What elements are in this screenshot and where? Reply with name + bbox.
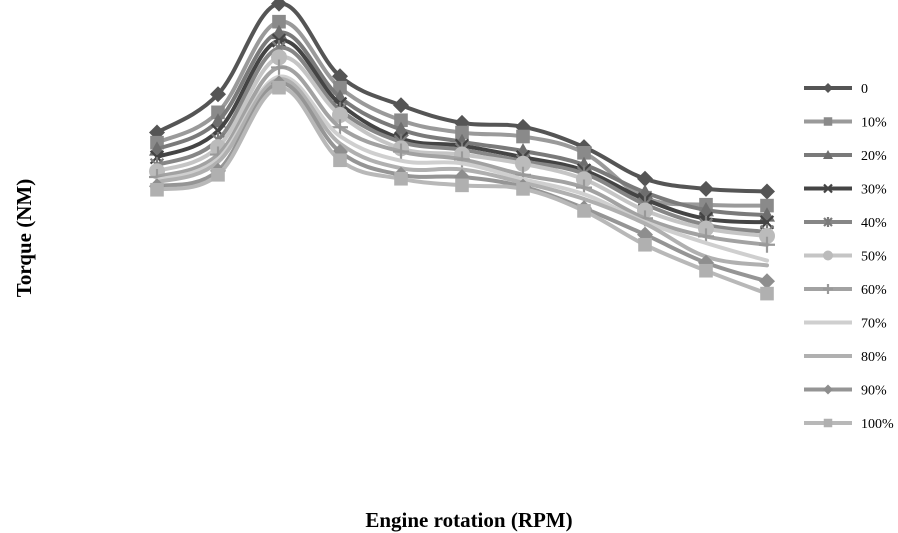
legend-label: 30% [861,183,887,198]
legend-entry: 100% [804,417,894,432]
data-point [455,178,469,193]
data-point [516,182,530,196]
x-axis-title: Engine rotation (RPM) [365,508,572,532]
data-point [516,129,530,144]
series-11 [150,80,774,301]
data-point [272,80,286,95]
data-point [271,49,287,66]
data-point [577,146,591,160]
data-point [577,204,591,218]
plot-area [149,0,775,301]
series-9 [155,77,769,268]
legend-entry: 40% [804,216,887,231]
data-point [211,168,225,182]
legend: 0 10% 20% 30% 40% 50% 60% 70% 80% 90% 100% [804,82,894,432]
data-point [394,113,408,128]
legend-label: 40% [861,216,887,231]
legend-label: 0 [861,82,868,97]
data-point [332,68,348,85]
data-point [759,227,775,244]
data-point [637,170,653,187]
legend-marker [823,217,833,227]
legend-label: 20% [861,149,887,164]
series-line [155,45,769,234]
series-line [155,77,769,268]
y-axis-title: Torque (NM) [12,179,36,297]
legend-marker [823,183,833,194]
legend-entry: 10% [804,116,887,131]
data-point [515,155,531,172]
data-point [393,143,409,160]
legend-entry: 20% [804,149,887,164]
legend-marker [823,384,833,395]
data-point [454,114,470,131]
legend-label: 80% [861,350,887,365]
data-point [150,182,164,197]
legend-marker [823,250,833,261]
data-point [759,183,775,200]
legend-marker [823,83,833,93]
legend-entry: 90% [804,384,887,399]
legend-label: 10% [861,116,887,131]
legend-label: 70% [861,317,887,332]
data-point [394,171,408,186]
data-point [638,237,652,252]
legend-marker [823,418,833,428]
data-point [759,236,775,253]
data-point [271,59,287,76]
legend-entry: 30% [804,183,887,198]
data-point [210,86,226,103]
series-line [155,38,769,225]
legend-label: 90% [861,384,887,399]
legend-label: 60% [861,283,887,298]
legend-marker [823,150,833,159]
data-point [271,0,287,12]
data-point [332,106,348,123]
legend-entry: 70% [804,317,887,332]
legend-label: 50% [861,250,887,265]
series-line [155,85,769,296]
data-point [393,97,409,114]
data-point [698,180,714,197]
data-point [698,202,714,217]
legend-entry: 0 [804,82,868,97]
legend-entry: 60% [804,283,887,298]
data-point [760,198,774,213]
data-point [333,153,347,168]
data-point [393,121,409,136]
legend-entry: 80% [804,350,887,365]
series-line [155,65,769,247]
data-point [455,125,469,140]
data-point [576,171,592,188]
legend-marker [823,284,833,294]
data-point [760,286,774,301]
data-point [699,263,713,278]
legend-entry: 50% [804,250,887,265]
data-point [272,14,286,29]
data-point [332,119,348,136]
data-point [759,273,775,290]
series-line [155,30,769,218]
data-point [333,80,347,95]
legend-label: 100% [861,417,894,432]
legend-marker [823,117,833,126]
